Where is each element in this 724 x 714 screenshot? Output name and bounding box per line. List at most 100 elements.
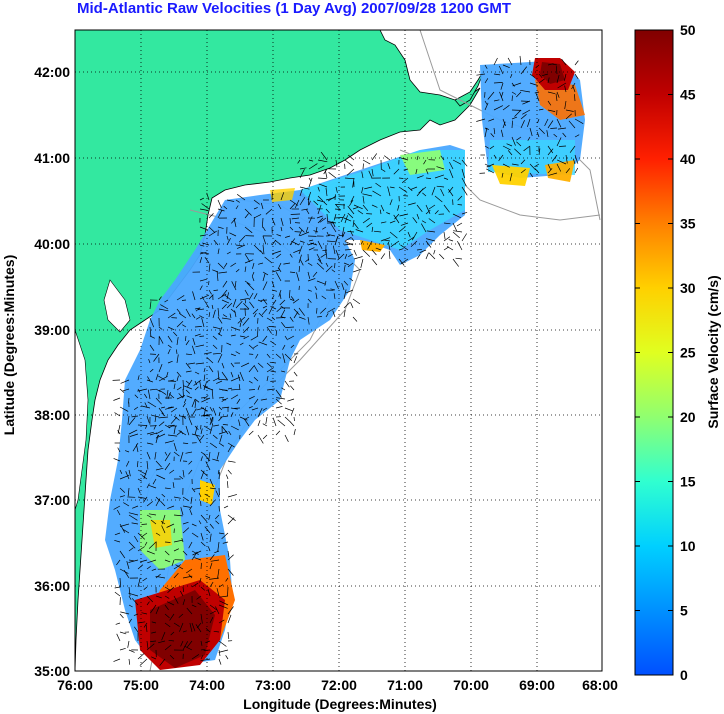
velocity-vector bbox=[202, 242, 210, 246]
velocity-vector bbox=[160, 304, 169, 310]
velocity-vector bbox=[207, 589, 211, 597]
velocity-vector bbox=[199, 577, 202, 583]
velocity-vector bbox=[128, 541, 136, 549]
velocity-vector bbox=[158, 326, 163, 330]
velocity-vector bbox=[268, 307, 273, 315]
velocity-vector bbox=[493, 57, 498, 66]
velocity-vector bbox=[151, 631, 157, 634]
velocity-vector bbox=[461, 177, 467, 187]
velocity-vector bbox=[173, 451, 180, 457]
velocity-vector bbox=[193, 487, 202, 490]
colorbar-tick-label: 30 bbox=[680, 280, 696, 296]
velocity-vector bbox=[227, 606, 234, 615]
velocity-vector bbox=[443, 177, 449, 180]
x-tick-label: 72:00 bbox=[321, 677, 357, 693]
velocity-vector bbox=[164, 541, 171, 543]
velocity-vector bbox=[244, 213, 249, 219]
velocity-vector bbox=[176, 321, 184, 328]
velocity-vector bbox=[119, 469, 123, 474]
velocity-vector bbox=[128, 417, 136, 426]
velocity-vector bbox=[415, 168, 418, 175]
velocity-vector bbox=[218, 604, 228, 609]
velocity-vector bbox=[322, 226, 327, 230]
velocity-vector bbox=[214, 514, 220, 520]
velocity-vector bbox=[389, 220, 396, 224]
velocity-vector bbox=[225, 474, 229, 480]
velocity-vector bbox=[218, 431, 228, 435]
velocity-vector bbox=[261, 308, 268, 316]
velocity-vector bbox=[352, 316, 358, 322]
velocity-vector bbox=[199, 335, 205, 337]
velocity-vector bbox=[150, 604, 157, 614]
velocity-vector bbox=[203, 407, 206, 418]
velocity-vector bbox=[282, 353, 286, 364]
velocity-vector bbox=[347, 262, 354, 268]
velocity-vector bbox=[347, 212, 354, 219]
x-tick-label: 70:00 bbox=[453, 677, 489, 693]
velocity-vector bbox=[285, 326, 295, 328]
velocity-vector bbox=[146, 550, 155, 555]
velocity-vector bbox=[556, 74, 560, 84]
velocity-vector bbox=[275, 272, 282, 282]
velocity-vector bbox=[182, 521, 189, 525]
velocity-vector bbox=[569, 145, 576, 153]
velocity-vector bbox=[143, 622, 148, 628]
velocity-vector bbox=[299, 258, 304, 266]
velocity-vector bbox=[227, 517, 235, 525]
velocity-vector bbox=[371, 153, 378, 161]
velocity-vector bbox=[227, 445, 233, 453]
velocity-vector bbox=[298, 245, 303, 255]
velocity-vector bbox=[209, 581, 214, 588]
velocity-vector bbox=[266, 388, 275, 391]
velocity-vector bbox=[161, 631, 166, 641]
velocity-vector bbox=[367, 240, 373, 250]
velocity-vector bbox=[289, 203, 296, 210]
velocity-vector bbox=[565, 109, 574, 112]
velocity-vector bbox=[209, 487, 217, 490]
x-tick-label: 75:00 bbox=[123, 677, 159, 693]
velocity-vector bbox=[227, 460, 236, 463]
velocity-vector bbox=[134, 626, 139, 633]
velocity-vector bbox=[189, 622, 193, 633]
velocity-vector bbox=[218, 584, 224, 588]
velocity-vector bbox=[128, 514, 138, 521]
velocity-vector bbox=[277, 419, 286, 427]
x-tick-label: 68:00 bbox=[582, 677, 618, 693]
velocity-vector bbox=[565, 113, 573, 120]
velocity-vector bbox=[425, 209, 431, 215]
velocity-vector bbox=[277, 262, 282, 270]
velocity-vector bbox=[393, 168, 400, 175]
velocity-vector bbox=[251, 275, 255, 282]
velocity-vector bbox=[155, 429, 163, 435]
velocity-vector bbox=[362, 193, 373, 197]
velocity-vector bbox=[164, 424, 171, 429]
velocity-vector bbox=[507, 57, 513, 66]
velocity-vector bbox=[173, 383, 176, 390]
velocity-vector bbox=[428, 218, 436, 224]
velocity-vector bbox=[166, 523, 175, 528]
velocity-vector bbox=[301, 208, 309, 211]
velocity-vector bbox=[262, 226, 266, 232]
velocity-vector bbox=[123, 529, 130, 534]
velocity-vector bbox=[244, 280, 251, 285]
velocity-vector bbox=[565, 154, 568, 164]
velocity-vector bbox=[529, 127, 533, 137]
velocity-vector bbox=[380, 221, 387, 224]
velocity-vector bbox=[317, 204, 322, 215]
velocity-vector bbox=[217, 469, 220, 475]
velocity-vector bbox=[323, 201, 328, 206]
velocity-vector bbox=[325, 313, 329, 318]
velocity-vector bbox=[172, 482, 175, 489]
velocity-vector bbox=[348, 253, 354, 258]
velocity-vector bbox=[185, 380, 191, 385]
velocity-vector bbox=[164, 595, 170, 599]
velocity-vector bbox=[446, 246, 454, 251]
velocity-vector bbox=[407, 231, 411, 238]
velocity-vector bbox=[254, 365, 259, 373]
velocity-vector bbox=[218, 378, 229, 381]
velocity-vector bbox=[158, 640, 166, 644]
velocity-vector bbox=[257, 434, 264, 444]
velocity-vector bbox=[346, 168, 355, 176]
velocity-vector bbox=[134, 394, 139, 399]
velocity-vector bbox=[252, 262, 255, 269]
